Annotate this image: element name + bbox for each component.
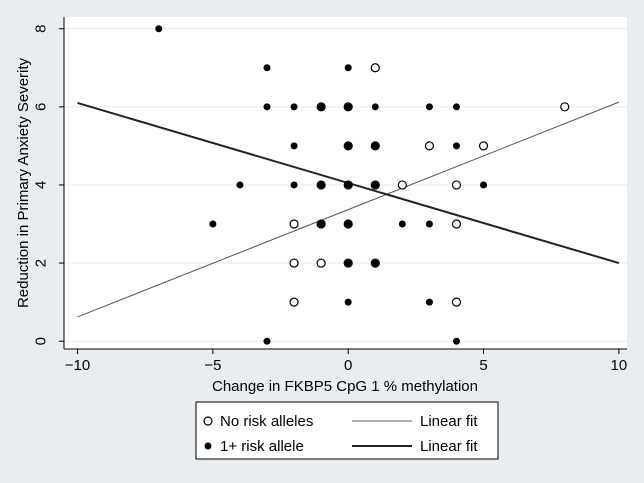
point-risk-10 (290, 142, 298, 150)
point-risk-1 (263, 64, 271, 72)
point-risk-11 (344, 142, 352, 150)
point-risk-0 (155, 25, 163, 33)
legend: No risk alleles Linear fit 1+ risk allel… (195, 401, 499, 460)
point-risk-20 (209, 220, 217, 228)
fit-line-no-risk (77, 101, 620, 318)
point-risk-8 (425, 103, 433, 111)
point-no-risk-11 (397, 180, 407, 190)
point-risk-22 (344, 220, 352, 228)
legend-label-fit-2: Linear fit (420, 438, 478, 455)
x-tick-label-4: 10 (611, 357, 628, 374)
point-no-risk-16 (451, 219, 462, 229)
point-no-risk-7 (478, 141, 489, 151)
point-risk-2 (344, 64, 352, 72)
x-tick-label-3: 5 (479, 357, 487, 374)
legend-label-no-risk: No risk alleles (220, 413, 313, 430)
point-no-risk-6 (424, 141, 435, 151)
point-no-risk-21 (289, 297, 299, 307)
legend-label-fit-1: Linear fit (420, 413, 478, 430)
point-risk-18 (371, 181, 379, 189)
y-tick-label-4: 8 (33, 25, 50, 33)
x-tick-label-2: 0 (344, 357, 352, 374)
legend-marker-filled (204, 442, 212, 450)
y-tick-label-2: 4 (33, 181, 50, 189)
x-axis-label: Change in FKBP5 CpG 1 % methylation (212, 378, 478, 395)
point-no-risk-12 (451, 180, 462, 190)
point-risk-19 (480, 181, 488, 189)
point-risk-4 (290, 103, 298, 111)
point-risk-23 (398, 220, 406, 228)
legend-marker-hollow (203, 416, 213, 426)
point-risk-26 (371, 259, 379, 267)
data-points (155, 25, 570, 345)
legend-box (195, 401, 499, 460)
point-risk-15 (290, 181, 298, 189)
point-risk-25 (344, 259, 352, 267)
axes: 0 2 4 6 8 −10 −5 0 5 10 (33, 17, 628, 374)
point-risk-24 (425, 220, 433, 228)
point-risk-28 (425, 298, 433, 306)
y-tick-label-1: 2 (33, 259, 50, 267)
point-no-risk-18 (316, 258, 326, 268)
point-risk-16 (317, 181, 325, 189)
point-risk-27 (344, 298, 352, 306)
point-risk-9 (452, 103, 460, 111)
y-axis-label: Reduction in Primary Anxiety Severity (15, 57, 32, 308)
point-risk-14 (236, 181, 244, 189)
point-risk-6 (344, 103, 352, 111)
point-risk-21 (317, 220, 325, 228)
point-risk-12 (371, 142, 379, 150)
point-no-risk-13 (289, 219, 299, 229)
point-no-risk-3 (560, 102, 570, 112)
x-tick-label-1: −5 (204, 357, 221, 374)
x-tick-label-0: −10 (65, 357, 90, 374)
y-tick-label-3: 6 (33, 103, 50, 111)
point-risk-13 (452, 142, 460, 150)
y-tick-label-0: 0 (33, 337, 50, 345)
point-risk-5 (317, 103, 325, 111)
point-risk-17 (344, 181, 352, 189)
point-risk-29 (263, 337, 271, 345)
point-risk-3 (263, 103, 271, 111)
point-risk-30 (452, 337, 460, 345)
legend-label-risk: 1+ risk allele (220, 438, 304, 455)
point-no-risk-17 (289, 258, 299, 268)
point-no-risk-0 (370, 63, 380, 73)
point-no-risk-22 (451, 297, 462, 307)
point-risk-7 (371, 103, 379, 111)
